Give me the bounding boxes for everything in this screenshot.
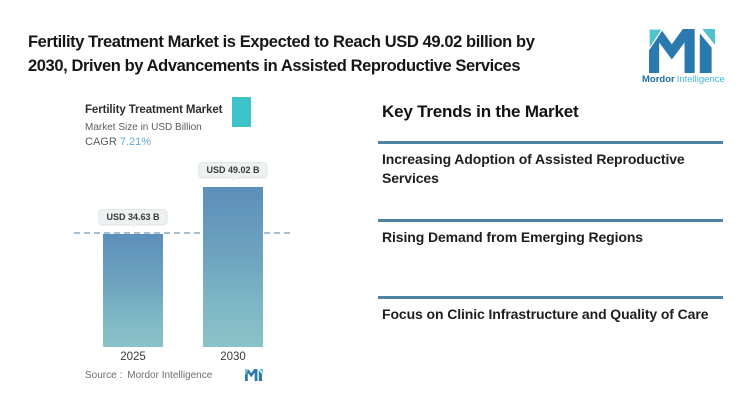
- chart-subtitle: Market Size in USD Billion: [85, 122, 202, 133]
- trend-divider: [378, 296, 723, 299]
- bar-2025: [103, 234, 163, 347]
- source-label: Source :: [85, 370, 123, 381]
- trend-item-3: Focus on Clinic Infrastructure and Quali…: [382, 306, 709, 322]
- brand-logo: Mordor Intelligence: [642, 29, 725, 85]
- source-value: Mordor Intelligence: [127, 370, 213, 381]
- trend-item-2: Rising Demand from Emerging Regions: [382, 229, 643, 245]
- brand-wordmark: Mordor Intelligence: [642, 74, 725, 85]
- cagr-value: 7.21%: [119, 136, 152, 148]
- x-axis-label-2030: 2030: [220, 351, 246, 363]
- value-label-2025: USD 34.63 B: [98, 209, 168, 226]
- page-title-line-2: 2030, Driven by Advancements in Assisted…: [28, 57, 521, 75]
- source-logo-icon: [245, 369, 263, 381]
- cagr-line: CAGR 7.21%: [85, 136, 151, 148]
- page-title: Fertility Treatment Market is Expected t…: [28, 30, 640, 78]
- x-axis-label-2025: 2025: [120, 351, 146, 363]
- trend-item-1: Increasing Adoption of Assisted Reproduc…: [382, 151, 685, 186]
- teal-accent-bar: [232, 97, 251, 127]
- trend-divider: [378, 141, 723, 144]
- value-label-2030: USD 49.02 B: [198, 162, 268, 179]
- dashed-reference-line: [74, 232, 290, 235]
- chart-title: Fertility Treatment Market: [85, 104, 223, 116]
- trend-divider: [378, 219, 723, 222]
- bar-chart-plot: USD 34.63 B USD 49.02 B 2025 2030: [70, 160, 310, 363]
- source-line: Source : Mordor Intelligence: [85, 370, 212, 381]
- page-title-line-1: Fertility Treatment Market is Expected t…: [28, 33, 535, 51]
- mordor-logo-icon: [648, 29, 716, 73]
- brand-name-bold: Mordor: [642, 74, 675, 85]
- brand-name-light: Intelligence: [676, 74, 725, 85]
- trends-heading: Key Trends in the Market: [382, 102, 579, 121]
- cagr-label: CAGR: [85, 136, 117, 148]
- bar-2030: [203, 187, 263, 347]
